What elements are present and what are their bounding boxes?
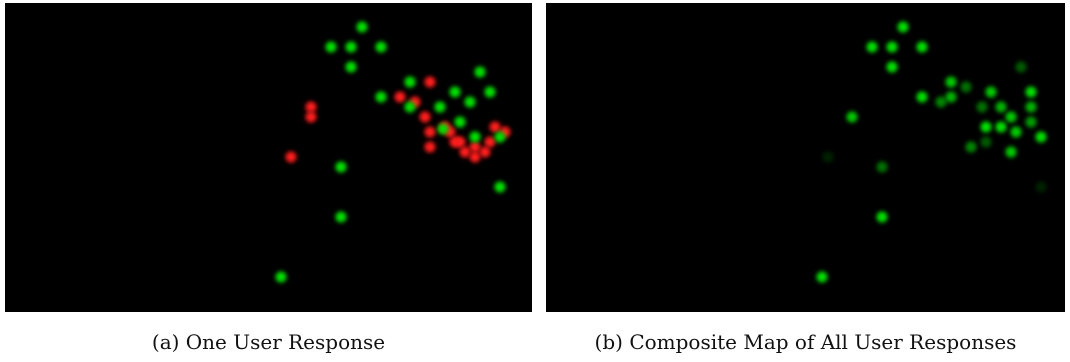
- positive-response-dot: [474, 66, 486, 78]
- negative-response-dot: [285, 151, 297, 163]
- composite-response-dot: [1010, 126, 1022, 138]
- composite-response-dot: [1015, 61, 1027, 73]
- heatmap-panel-one-user: [5, 3, 532, 312]
- composite-response-dot: [1025, 116, 1037, 128]
- negative-response-dot: [424, 126, 436, 138]
- positive-response-dot: [335, 161, 347, 173]
- composite-response-dot: [1025, 86, 1037, 98]
- composite-response-dot: [916, 41, 928, 53]
- positive-response-dot: [494, 181, 506, 193]
- composite-response-dot: [945, 91, 957, 103]
- positive-response-dot: [449, 86, 461, 98]
- negative-response-dot: [419, 111, 431, 123]
- composite-response-dot: [822, 151, 834, 163]
- positive-response-dot: [275, 271, 287, 283]
- positive-response-dot: [404, 101, 416, 113]
- composite-response-dot: [897, 21, 909, 33]
- composite-response-dot: [846, 111, 858, 123]
- positive-response-dot: [484, 86, 496, 98]
- positive-response-dot: [437, 123, 449, 135]
- heatmap-panel-composite: [546, 3, 1065, 312]
- composite-response-dot: [886, 41, 898, 53]
- negative-response-dot: [459, 146, 471, 158]
- caption-one-user-response: (a) One User Response: [151, 330, 386, 354]
- negative-response-dot: [305, 111, 317, 123]
- composite-response-dot: [1005, 146, 1017, 158]
- negative-response-dot: [484, 136, 496, 148]
- composite-response-dot: [945, 76, 957, 88]
- negative-response-dot: [469, 141, 481, 153]
- negative-response-dot: [305, 101, 317, 113]
- negative-response-dot: [489, 121, 501, 133]
- composite-response-dot: [1025, 101, 1037, 113]
- caption-composite-map: (b) Composite Map of All User Responses: [594, 330, 1017, 354]
- composite-response-dot: [876, 211, 888, 223]
- one-user-response-map: [275, 21, 511, 283]
- negative-response-dot: [424, 76, 436, 88]
- composite-response-dot: [976, 101, 988, 113]
- positive-response-dot: [434, 101, 446, 113]
- positive-response-dot: [469, 131, 481, 143]
- composite-response-dot: [960, 81, 972, 93]
- composite-response-dot: [816, 271, 828, 283]
- positive-response-dot: [356, 21, 368, 33]
- composite-response-dot: [886, 61, 898, 73]
- positive-response-dot: [345, 41, 357, 53]
- negative-response-dot: [424, 141, 436, 153]
- positive-response-dot: [404, 76, 416, 88]
- composite-response-dot: [995, 101, 1007, 113]
- composite-response-dot: [916, 91, 928, 103]
- composite-response-dot: [995, 121, 1007, 133]
- negative-response-dot: [454, 136, 466, 148]
- composite-response-dot: [980, 136, 992, 148]
- composite-response-dot: [965, 141, 977, 153]
- negative-response-dot: [479, 146, 491, 158]
- positive-response-dot: [325, 41, 337, 53]
- positive-response-dot: [494, 131, 506, 143]
- composite-response-map: [816, 21, 1047, 283]
- composite-response-dot: [985, 86, 997, 98]
- composite-response-dot: [1035, 131, 1047, 143]
- positive-response-dot: [335, 211, 347, 223]
- positive-response-dot: [454, 116, 466, 128]
- composite-response-dot: [866, 41, 878, 53]
- positive-response-dot: [345, 61, 357, 73]
- composite-response-dot: [1005, 111, 1017, 123]
- composite-response-dot: [876, 161, 888, 173]
- composite-response-dot: [1035, 181, 1047, 193]
- positive-response-dot: [375, 91, 387, 103]
- positive-response-dot: [464, 96, 476, 108]
- negative-response-dot: [469, 151, 481, 163]
- positive-response-dot: [375, 41, 387, 53]
- composite-response-dot: [980, 121, 992, 133]
- composite-response-dot: [935, 96, 947, 108]
- negative-response-dot: [394, 91, 406, 103]
